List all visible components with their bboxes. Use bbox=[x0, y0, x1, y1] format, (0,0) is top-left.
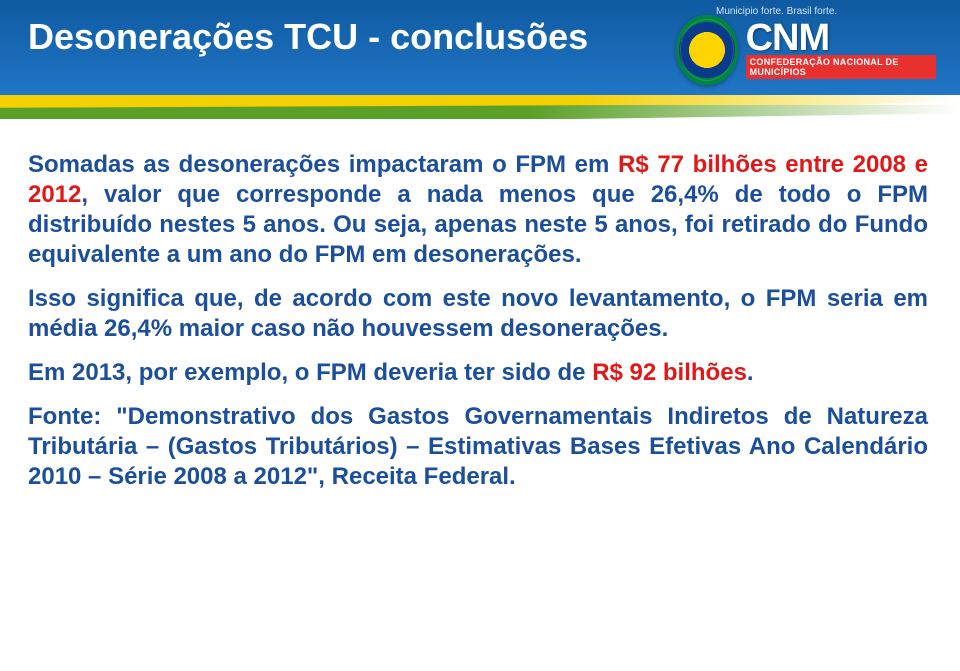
p1-text-b: , valor que corresponde a nada menos que… bbox=[28, 181, 928, 268]
slide-title: Desonerações TCU - conclusões bbox=[28, 16, 588, 58]
p1-text-a: Somadas as desonerações impactaram o FPM… bbox=[28, 151, 618, 178]
paragraph-4-source: Fonte: "Demonstrativo dos Gastos Governa… bbox=[28, 402, 928, 492]
p3-text-b: . bbox=[747, 359, 754, 386]
header-bar: Desonerações TCU - conclusões Municipio … bbox=[0, 0, 960, 100]
paragraph-2: Isso significa que, de acordo com este n… bbox=[28, 284, 928, 344]
paragraph-3: Em 2013, por exemplo, o FPM deveria ter … bbox=[28, 358, 928, 388]
cnm-logo: Municipio forte. Brasil forte. CNM CONFE… bbox=[676, 10, 936, 90]
logo-fullname: CONFEDERAÇÃO NACIONAL DE MUNICÍPIOS bbox=[746, 55, 936, 79]
paragraph-1: Somadas as desonerações impactaram o FPM… bbox=[28, 150, 928, 270]
content-area: Somadas as desonerações impactaram o FPM… bbox=[28, 150, 928, 506]
brazil-flag-icon bbox=[676, 15, 738, 85]
p3-text-a: Em 2013, por exemplo, o FPM deveria ter … bbox=[28, 359, 592, 386]
logo-text-block: CNM CONFEDERAÇÃO NACIONAL DE MUNICÍPIOS bbox=[746, 21, 936, 79]
logo-acronym: CNM bbox=[746, 21, 936, 55]
p3-highlight: R$ 92 bilhões bbox=[592, 359, 747, 386]
logo-slogan: Municipio forte. Brasil forte. bbox=[716, 6, 837, 17]
